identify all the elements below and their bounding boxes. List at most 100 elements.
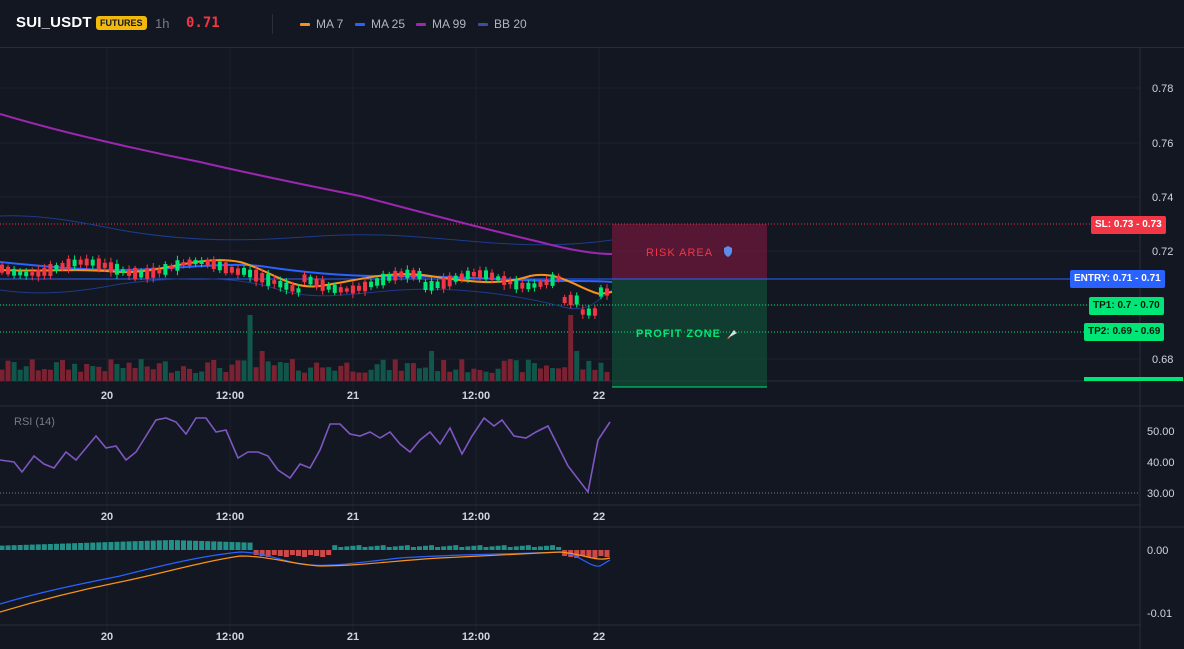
candle-body <box>568 294 573 306</box>
candle-body <box>429 280 434 291</box>
volume-bar <box>489 372 495 381</box>
volume-bar <box>477 369 483 381</box>
candle-body <box>356 285 361 291</box>
bb-lower <box>0 278 613 310</box>
volume-bar <box>423 367 428 381</box>
volume-bar <box>126 362 132 381</box>
volume-bar <box>29 359 35 381</box>
volume-bar <box>265 361 271 381</box>
macd-tick: 0.00 <box>1147 545 1168 557</box>
volume-bar <box>495 368 501 381</box>
candle-body <box>139 270 144 278</box>
macd-bar <box>374 545 380 550</box>
tp2-price-tag[interactable]: TP2: 0.69 - 0.69 <box>1084 323 1165 341</box>
volume-bar <box>598 362 604 381</box>
candle-body <box>332 284 337 293</box>
candlesticks[interactable] <box>0 254 609 319</box>
price-axis[interactable]: 0.78 0.76 0.74 0.72 0.68 <box>1152 83 1173 366</box>
volume-bar <box>525 359 531 381</box>
ma99-line <box>0 113 613 255</box>
legend-bb20[interactable]: BB 20 <box>478 17 527 31</box>
shield-icon <box>724 246 732 257</box>
candle-body <box>187 259 192 266</box>
macd-bar <box>60 543 65 550</box>
bb20-swatch-icon <box>478 22 488 26</box>
entry-price-tag[interactable]: ENTRY: 0.71 - 0.71 <box>1070 270 1165 288</box>
volume-bar <box>483 371 489 381</box>
volume-bar <box>380 359 386 381</box>
volume-bar <box>271 365 277 381</box>
macd-bar <box>495 545 501 550</box>
volume-bar <box>0 369 5 381</box>
volume-bar <box>60 360 65 381</box>
legend-ma7[interactable]: MA 7 <box>300 17 343 31</box>
legend-label: MA 25 <box>371 17 406 31</box>
risk-area-zone[interactable] <box>612 224 767 279</box>
macd-bar <box>247 542 253 550</box>
candle-body <box>60 262 65 270</box>
macd-bar <box>174 540 180 550</box>
volume-bar <box>416 368 422 381</box>
candle-body <box>169 265 174 270</box>
candle-body <box>272 280 277 284</box>
candle-body <box>605 288 609 296</box>
symbol-name[interactable]: SUI_USDT <box>16 14 92 31</box>
profit-zone[interactable] <box>612 279 767 387</box>
candle-body <box>496 276 501 281</box>
macd-bar <box>308 550 314 555</box>
candle-body <box>399 271 404 278</box>
macd-bar <box>410 547 416 550</box>
macd-bar <box>96 542 102 550</box>
macd-bar <box>47 544 53 550</box>
volume-bar <box>435 371 441 381</box>
volume-bar <box>308 367 314 381</box>
macd-bar <box>295 550 301 556</box>
rocket-icon <box>727 330 737 339</box>
candle-body <box>381 273 386 286</box>
sl-price-tag[interactable]: SL: 0.73 - 0.73 <box>1091 216 1166 234</box>
macd-bar <box>265 550 271 557</box>
candle-body <box>520 282 525 289</box>
volume-bar <box>78 371 84 381</box>
macd-histogram <box>0 540 610 558</box>
legend-ma99[interactable]: MA 99 <box>416 17 466 31</box>
candle-body <box>471 271 476 277</box>
profit-zone-label: PROFIT ZONE <box>636 328 721 340</box>
candle-body <box>127 269 132 276</box>
macd-bar <box>344 546 350 550</box>
macd-bar <box>66 543 72 550</box>
volume-bar <box>235 360 241 381</box>
volume-bar <box>144 366 150 381</box>
legend-ma25[interactable]: MA 25 <box>355 17 405 31</box>
macd-bar <box>483 547 489 550</box>
candle-body <box>108 262 113 273</box>
macd-signal-line <box>0 551 611 613</box>
rsi-tick: 30.00 <box>1147 488 1175 500</box>
macd-bar <box>162 540 168 550</box>
macd-bar <box>447 545 453 550</box>
volume-bar <box>429 351 435 381</box>
volume-bar <box>17 369 23 381</box>
interval-selector[interactable]: 1h <box>155 16 170 31</box>
candle-body <box>296 288 301 293</box>
profit-edge-marker <box>1084 377 1183 381</box>
volume-bar <box>295 370 301 381</box>
price-tick: 0.72 <box>1152 246 1173 258</box>
volume-bar <box>199 371 205 381</box>
tp1-price-tag[interactable]: TP1: 0.7 - 0.70 <box>1089 297 1164 315</box>
candle-body <box>477 270 482 278</box>
macd-bar <box>132 541 138 550</box>
volume-bar <box>519 372 525 381</box>
price-tick: 0.68 <box>1152 354 1173 366</box>
macd-bar <box>429 545 435 550</box>
macd-bar <box>289 550 295 555</box>
macd-bar <box>211 541 217 550</box>
macd-bar <box>435 547 441 550</box>
candle-body <box>84 258 89 266</box>
macd-bar <box>544 545 549 550</box>
candle-body <box>66 258 71 270</box>
legend-label: MA 7 <box>316 17 344 31</box>
volume-bar <box>356 372 362 381</box>
volume-bar <box>253 367 259 381</box>
